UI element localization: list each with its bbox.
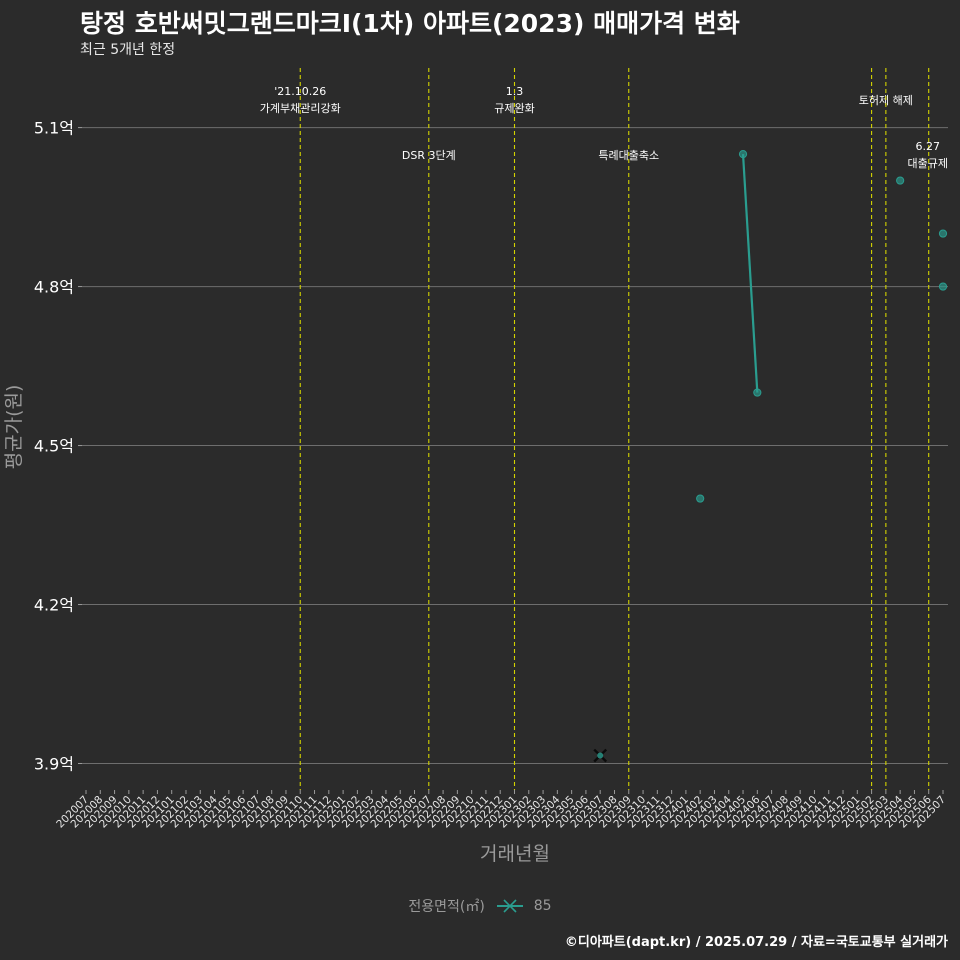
footer-credit: ©디아파트(dapt.kr) / 2025.07.29 / 자료=국토교통부 실… — [564, 935, 948, 950]
y-tick-label: 4.8억 — [34, 278, 74, 297]
legend-item-85: 85 — [533, 898, 552, 914]
data-point — [753, 388, 762, 397]
y-tick-label: 4.5억 — [34, 437, 74, 456]
cancel-marker-point — [597, 752, 604, 759]
event-annotation: 특례대출축소 — [598, 149, 659, 162]
event-annotation: 1.3 — [506, 85, 524, 98]
y-tick-label: 4.2억 — [34, 596, 74, 615]
page-title: 탕정 호반써밋그랜드마크Ⅰ(1차) 아파트(2023) 매매가격 변화 — [80, 9, 740, 38]
legend-title: 전용면적(㎡) — [408, 899, 485, 915]
data-point — [696, 494, 705, 503]
event-annotation: DSR 3단계 — [402, 149, 456, 162]
data-point — [938, 282, 948, 291]
event-annotation: '21.10.26 — [274, 85, 326, 98]
event-annotation: 규제완화 — [494, 102, 534, 115]
y-axis-title: 평균가(원) — [3, 385, 25, 470]
data-point — [938, 229, 948, 238]
event-annotation: 대출규제 — [907, 157, 947, 170]
event-annotation: 6.27 — [915, 140, 940, 153]
series-line-segment — [741, 154, 759, 393]
event-annotation: 가계부채관리강화 — [260, 102, 341, 115]
x-axis-title: 거래년월 — [480, 843, 550, 865]
legend: 전용면적(㎡) 85 — [0, 896, 960, 916]
y-tick-label: 5.1억 — [34, 119, 74, 138]
y-tick-label: 3.9억 — [34, 755, 74, 774]
legend-key-icon — [497, 898, 524, 914]
data-point — [896, 176, 905, 185]
page-subtitle: 최근 5개년 한정 — [80, 42, 176, 58]
data-point — [738, 149, 748, 159]
